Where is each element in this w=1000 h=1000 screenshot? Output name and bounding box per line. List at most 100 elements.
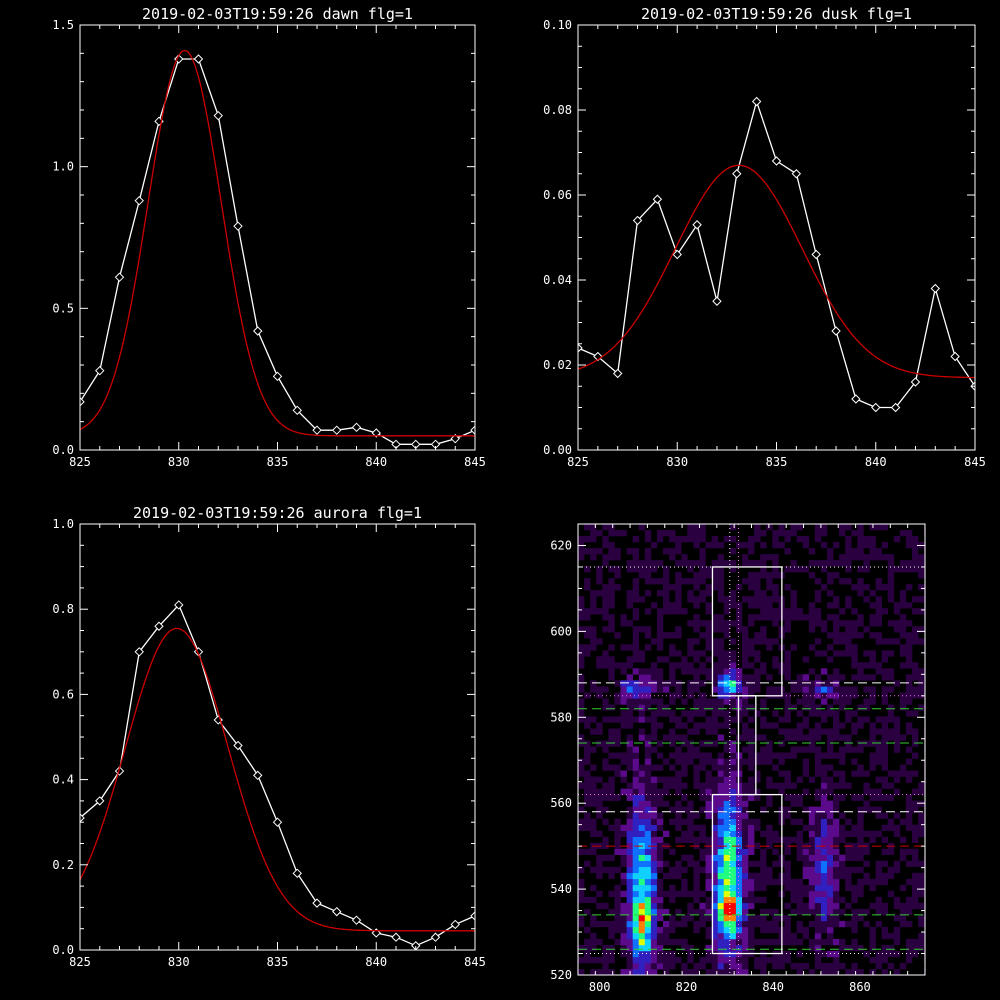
heatmap-cell xyxy=(748,902,755,910)
heatmap-cell xyxy=(845,560,852,567)
heatmap-cell xyxy=(590,596,597,603)
heatmap-cell xyxy=(620,662,627,669)
heatmap-cell xyxy=(918,902,925,910)
data-point xyxy=(134,195,144,206)
heatmap-cell xyxy=(827,920,834,928)
heatmap-cell xyxy=(626,524,633,525)
heatmap-cell xyxy=(590,818,597,825)
heatmap-cell xyxy=(687,752,694,759)
heatmap-cell xyxy=(802,932,810,940)
heatmap-cell xyxy=(644,944,652,952)
y-tick-label: 0.0 xyxy=(52,443,74,457)
heatmap-cell xyxy=(602,596,609,603)
heatmap-cell xyxy=(644,963,652,970)
heatmap-cell xyxy=(820,692,828,699)
heatmap-cell xyxy=(711,806,718,813)
heatmap-cell xyxy=(887,872,895,880)
heatmap-cell xyxy=(784,848,791,855)
heatmap-cell xyxy=(742,860,749,867)
heatmap-cell xyxy=(705,632,712,639)
heatmap-cell xyxy=(863,584,870,591)
heatmap-cell xyxy=(596,902,603,910)
heatmap-cell xyxy=(608,854,615,861)
heatmap-cell xyxy=(626,746,633,753)
heatmap-cell xyxy=(857,704,864,711)
heatmap-cell xyxy=(754,572,761,579)
heatmap-cell xyxy=(590,944,597,952)
heatmap-cell xyxy=(790,818,797,825)
heatmap-cell xyxy=(669,782,676,789)
heatmap-cell xyxy=(608,644,615,651)
heatmap-cell xyxy=(760,920,767,928)
heatmap-cell xyxy=(875,872,882,880)
heatmap-cell xyxy=(626,884,633,892)
heatmap-cell xyxy=(833,824,840,831)
heatmap-cell xyxy=(705,957,712,964)
heatmap-cell xyxy=(766,842,773,849)
heatmap-cell xyxy=(875,776,882,783)
heatmap-cell xyxy=(802,692,810,699)
heatmap-cell xyxy=(687,830,694,837)
heatmap-cell xyxy=(584,848,591,855)
heatmap-cell xyxy=(590,644,597,651)
heatmap-cell xyxy=(760,806,767,813)
heatmap-cell xyxy=(808,812,816,819)
heatmap-cell xyxy=(632,932,640,940)
heatmap-cell xyxy=(705,866,712,874)
heatmap-cell xyxy=(766,836,773,843)
heatmap-cell xyxy=(584,650,591,657)
heatmap-cell xyxy=(578,914,585,922)
heatmap-cell xyxy=(918,524,925,525)
heatmap-cell xyxy=(790,614,797,621)
heatmap-cell xyxy=(754,818,761,825)
heatmap-cell xyxy=(699,794,706,801)
heatmap-cell xyxy=(802,872,810,880)
heatmap-cell xyxy=(663,530,670,537)
heatmap-cell xyxy=(717,932,725,940)
heatmap-cell xyxy=(632,692,640,699)
heatmap-cell xyxy=(851,524,858,525)
heatmap-cell xyxy=(748,830,755,837)
heatmap-cell xyxy=(748,542,755,549)
heatmap-cell xyxy=(650,878,658,886)
heatmap-cell xyxy=(735,902,743,910)
heatmap-cell xyxy=(614,734,621,741)
heatmap-cell xyxy=(729,824,737,831)
heatmap-cell xyxy=(644,866,652,874)
heatmap-cell xyxy=(881,728,888,735)
heatmap-cell xyxy=(851,770,858,777)
heatmap-cell xyxy=(669,668,676,675)
heatmap-cell xyxy=(717,650,725,657)
heatmap-cell xyxy=(875,860,882,867)
heatmap-cell xyxy=(620,680,627,687)
heatmap-cell xyxy=(814,824,822,831)
heatmap-cell xyxy=(869,794,876,801)
data-point xyxy=(213,110,223,121)
data-point xyxy=(450,919,460,930)
heatmap-cell xyxy=(663,680,670,687)
heatmap-cell xyxy=(590,746,597,753)
heatmap-cell xyxy=(802,770,810,777)
heatmap-cell xyxy=(820,650,828,657)
heatmap-cell xyxy=(596,530,603,537)
heatmap-cell xyxy=(650,836,658,843)
heatmap-cell xyxy=(638,524,646,525)
heatmap-cell xyxy=(905,848,913,855)
heatmap-cell xyxy=(632,668,640,675)
heatmap-cell xyxy=(814,920,822,928)
heatmap-cell xyxy=(632,770,640,777)
y-tick-label: 0.00 xyxy=(543,443,572,457)
heatmap-cell xyxy=(663,957,670,964)
heatmap-cell xyxy=(626,566,633,573)
heatmap-cell xyxy=(717,584,725,591)
heatmap-cell xyxy=(626,920,633,928)
heatmap-cell xyxy=(839,758,846,765)
heatmap-cell xyxy=(863,554,870,561)
heatmap-cell xyxy=(729,812,737,819)
heatmap-cell xyxy=(626,680,633,687)
heatmap-cell xyxy=(650,969,658,975)
heatmap-cell xyxy=(681,969,688,975)
heatmap-cell xyxy=(687,836,694,843)
heatmap-cell xyxy=(742,890,749,898)
heatmap-cell xyxy=(742,806,749,813)
